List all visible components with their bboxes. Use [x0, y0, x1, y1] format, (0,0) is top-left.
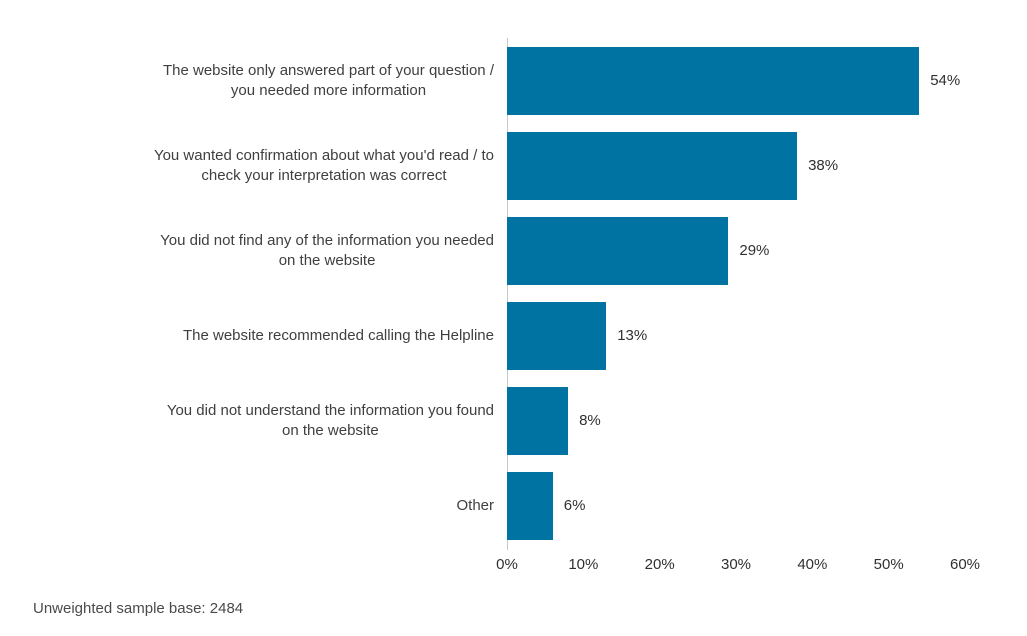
bar-rows: The website only answered part of your q… — [0, 38, 1027, 548]
bar — [507, 216, 729, 285]
value-label: 13% — [617, 327, 648, 344]
bar — [507, 386, 569, 455]
bar-row: Other 6% — [0, 463, 1027, 548]
x-tick-label: 20% — [644, 556, 675, 573]
footnote: Unweighted sample base: 2484 — [33, 600, 244, 617]
bar-row: You did not understand the information y… — [0, 378, 1027, 463]
bar-row: You did not find any of the information … — [0, 208, 1027, 293]
x-tick-label: 0% — [496, 556, 518, 573]
bar — [507, 471, 553, 540]
x-tick-label: 60% — [949, 556, 981, 573]
category-label: You wanted confirmation about what you'd… — [153, 146, 494, 184]
value-label: 54% — [930, 72, 961, 89]
value-label: 29% — [739, 242, 770, 259]
bar — [507, 131, 798, 200]
bar-row: You wanted confirmation about what you'd… — [0, 123, 1027, 208]
bar-row: The website recommended calling the Help… — [0, 293, 1027, 378]
category-label: You did not understand the information y… — [166, 401, 494, 439]
bar — [507, 301, 607, 370]
x-axis: 0% 10% 20% 30% 40% 50% 60% — [496, 556, 980, 574]
x-tick-label: 40% — [797, 556, 828, 573]
category-label: The website recommended calling the Help… — [182, 326, 494, 344]
bar-row: The website only answered part of your q… — [0, 38, 1027, 123]
x-tick-label: 30% — [720, 556, 752, 573]
x-tick-label: 10% — [568, 556, 599, 573]
value-label: 38% — [808, 157, 839, 174]
category-label: Other — [456, 496, 494, 514]
bar — [507, 46, 920, 115]
category-label: You did not find any of the information … — [160, 231, 494, 269]
category-label: The website only answered part of your q… — [162, 61, 494, 99]
value-label: 8% — [579, 412, 601, 429]
value-label: 6% — [563, 497, 586, 514]
y-axis-line — [507, 38, 508, 550]
x-tick-label: 50% — [873, 556, 904, 573]
